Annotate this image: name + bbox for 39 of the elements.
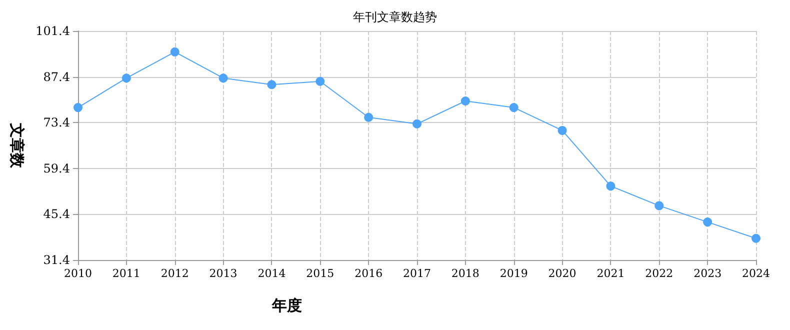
- point: [267, 80, 276, 90]
- x-tick-label: 2016: [354, 267, 383, 280]
- x-tick-label: 2012: [160, 267, 189, 280]
- x-tick-label: 2019: [500, 267, 528, 280]
- point: [122, 74, 131, 83]
- y-axis-title: 文章数: [8, 122, 26, 169]
- point: [170, 47, 180, 56]
- y-tick-label: 87.4: [43, 70, 70, 84]
- x-axis-title: 年度: [271, 296, 302, 314]
- x-tick-label: 2018: [451, 267, 480, 280]
- point: [74, 103, 82, 112]
- point: [703, 218, 712, 227]
- point: [509, 103, 518, 112]
- point: [558, 126, 567, 135]
- y-tick-label: 45.4: [43, 207, 70, 222]
- x-tick-label: 2024: [742, 267, 770, 280]
- point: [364, 112, 374, 122]
- x-tick-label: 2021: [596, 267, 625, 280]
- point: [654, 201, 664, 210]
- x-tick-label: 2014: [258, 267, 286, 280]
- y-tick-label: 101.4: [36, 24, 70, 38]
- y-tick-label: 31.4: [43, 253, 70, 267]
- x-tick-label: 2017: [403, 267, 431, 280]
- x-tick-label: 2022: [645, 267, 674, 280]
- point: [412, 119, 422, 128]
- x-tick-label: 2010: [64, 267, 92, 280]
- point: [460, 96, 470, 106]
- x-tick-label: 2020: [548, 267, 576, 280]
- y-tick-label: 59.4: [43, 161, 70, 176]
- x-tick-label: 2023: [694, 267, 722, 280]
- y-tick-label: 73.4: [43, 116, 70, 130]
- point: [316, 76, 325, 86]
- chart-title: 年刊文章数趋势: [353, 10, 437, 24]
- x-tick-label: 2011: [112, 267, 140, 280]
- point: [218, 74, 228, 83]
- x-tick-label: 2013: [209, 267, 238, 280]
- point: [752, 234, 760, 243]
- x-tick-label: 2015: [306, 267, 334, 280]
- point: [606, 182, 616, 191]
